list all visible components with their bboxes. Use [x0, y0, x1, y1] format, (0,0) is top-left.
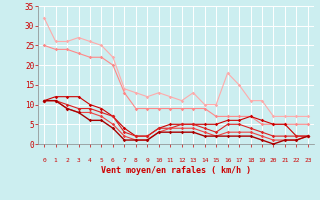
X-axis label: Vent moyen/en rafales ( km/h ): Vent moyen/en rafales ( km/h )	[101, 166, 251, 175]
